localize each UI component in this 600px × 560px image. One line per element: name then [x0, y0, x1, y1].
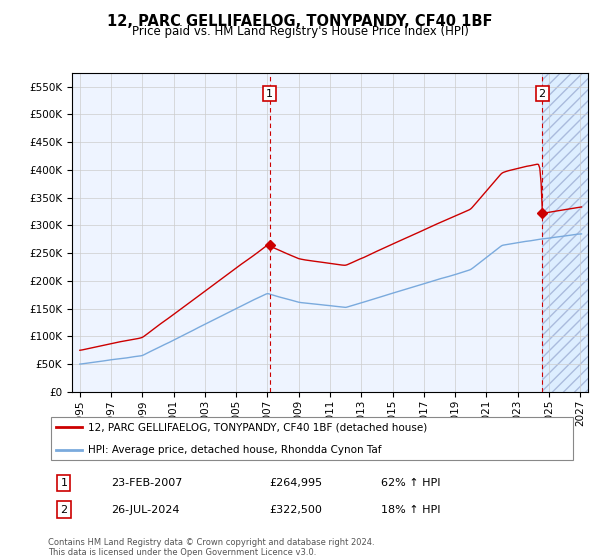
Text: 2: 2: [539, 88, 546, 99]
Text: 18% ↑ HPI: 18% ↑ HPI: [380, 505, 440, 515]
Text: 12, PARC GELLIFAELOG, TONYPANDY, CF40 1BF: 12, PARC GELLIFAELOG, TONYPANDY, CF40 1B…: [107, 14, 493, 29]
Text: 23-FEB-2007: 23-FEB-2007: [112, 478, 183, 488]
Bar: [542, 73, 588, 392]
Bar: [542, 73, 588, 392]
Text: 1: 1: [266, 88, 273, 99]
FancyBboxPatch shape: [50, 417, 574, 460]
Text: 2: 2: [60, 505, 67, 515]
Text: 62% ↑ HPI: 62% ↑ HPI: [380, 478, 440, 488]
Text: Contains HM Land Registry data © Crown copyright and database right 2024.
This d: Contains HM Land Registry data © Crown c…: [48, 538, 374, 557]
Text: £322,500: £322,500: [270, 505, 323, 515]
Text: 26-JUL-2024: 26-JUL-2024: [112, 505, 180, 515]
Text: 1: 1: [61, 478, 67, 488]
Text: Price paid vs. HM Land Registry's House Price Index (HPI): Price paid vs. HM Land Registry's House …: [131, 25, 469, 38]
Text: £264,995: £264,995: [270, 478, 323, 488]
Text: HPI: Average price, detached house, Rhondda Cynon Taf: HPI: Average price, detached house, Rhon…: [88, 445, 381, 455]
Text: 12, PARC GELLIFAELOG, TONYPANDY, CF40 1BF (detached house): 12, PARC GELLIFAELOG, TONYPANDY, CF40 1B…: [88, 422, 427, 432]
